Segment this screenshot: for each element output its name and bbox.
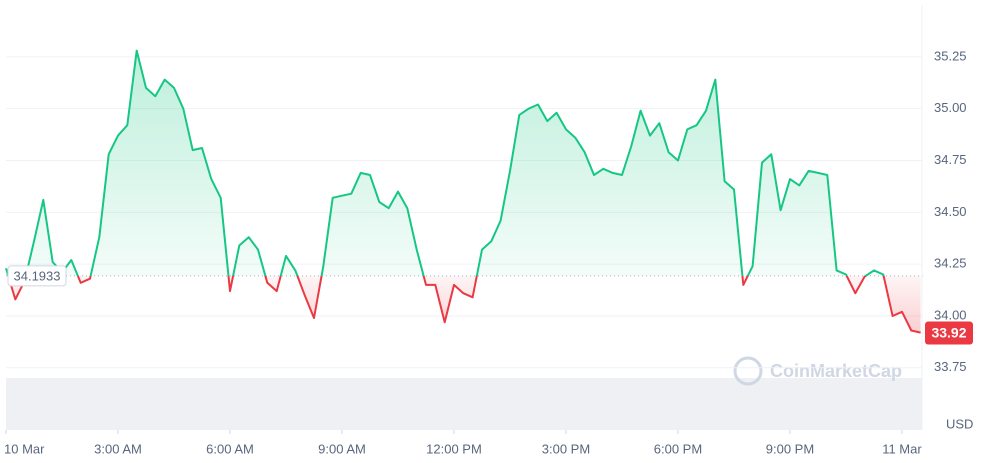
y-tick-label: 35.25 (934, 48, 967, 63)
volume-area (6, 378, 922, 430)
currency-label: USD (946, 416, 973, 431)
price-badge (925, 321, 973, 345)
x-tick-label: 3:00 PM (542, 441, 590, 456)
x-tick-label: 3:00 AM (94, 441, 142, 456)
y-tick-label: 34.50 (934, 204, 967, 219)
price-label: 33.92 (931, 324, 966, 340)
baseline-badge (7, 265, 67, 287)
x-tick-label: 6:00 AM (206, 441, 254, 456)
y-tick-label: 34.00 (934, 307, 967, 322)
x-tick-label: 10 Mar (4, 441, 45, 456)
area (6, 50, 921, 333)
watermark-group: CoinMarketCap (733, 356, 902, 386)
x-tick-label: 9:00 PM (766, 441, 814, 456)
baseline-label: 34.1933 (14, 268, 61, 283)
y-tick-label: 34.25 (934, 256, 967, 271)
watermark-logo (733, 356, 763, 386)
y-tick-label: 33.75 (934, 359, 967, 374)
x-tick-label: 6:00 PM (654, 441, 702, 456)
x-tick-label: 9:00 AM (318, 441, 366, 456)
watermark: CoinMarketCap (770, 361, 902, 381)
x-tick-label: 11 Mar (882, 441, 922, 456)
y-tick-label: 35.00 (934, 100, 967, 115)
y-tick-label: 34.75 (934, 152, 967, 167)
price-line (5, 49, 921, 334)
x-tick-label: 12:00 PM (426, 441, 482, 456)
